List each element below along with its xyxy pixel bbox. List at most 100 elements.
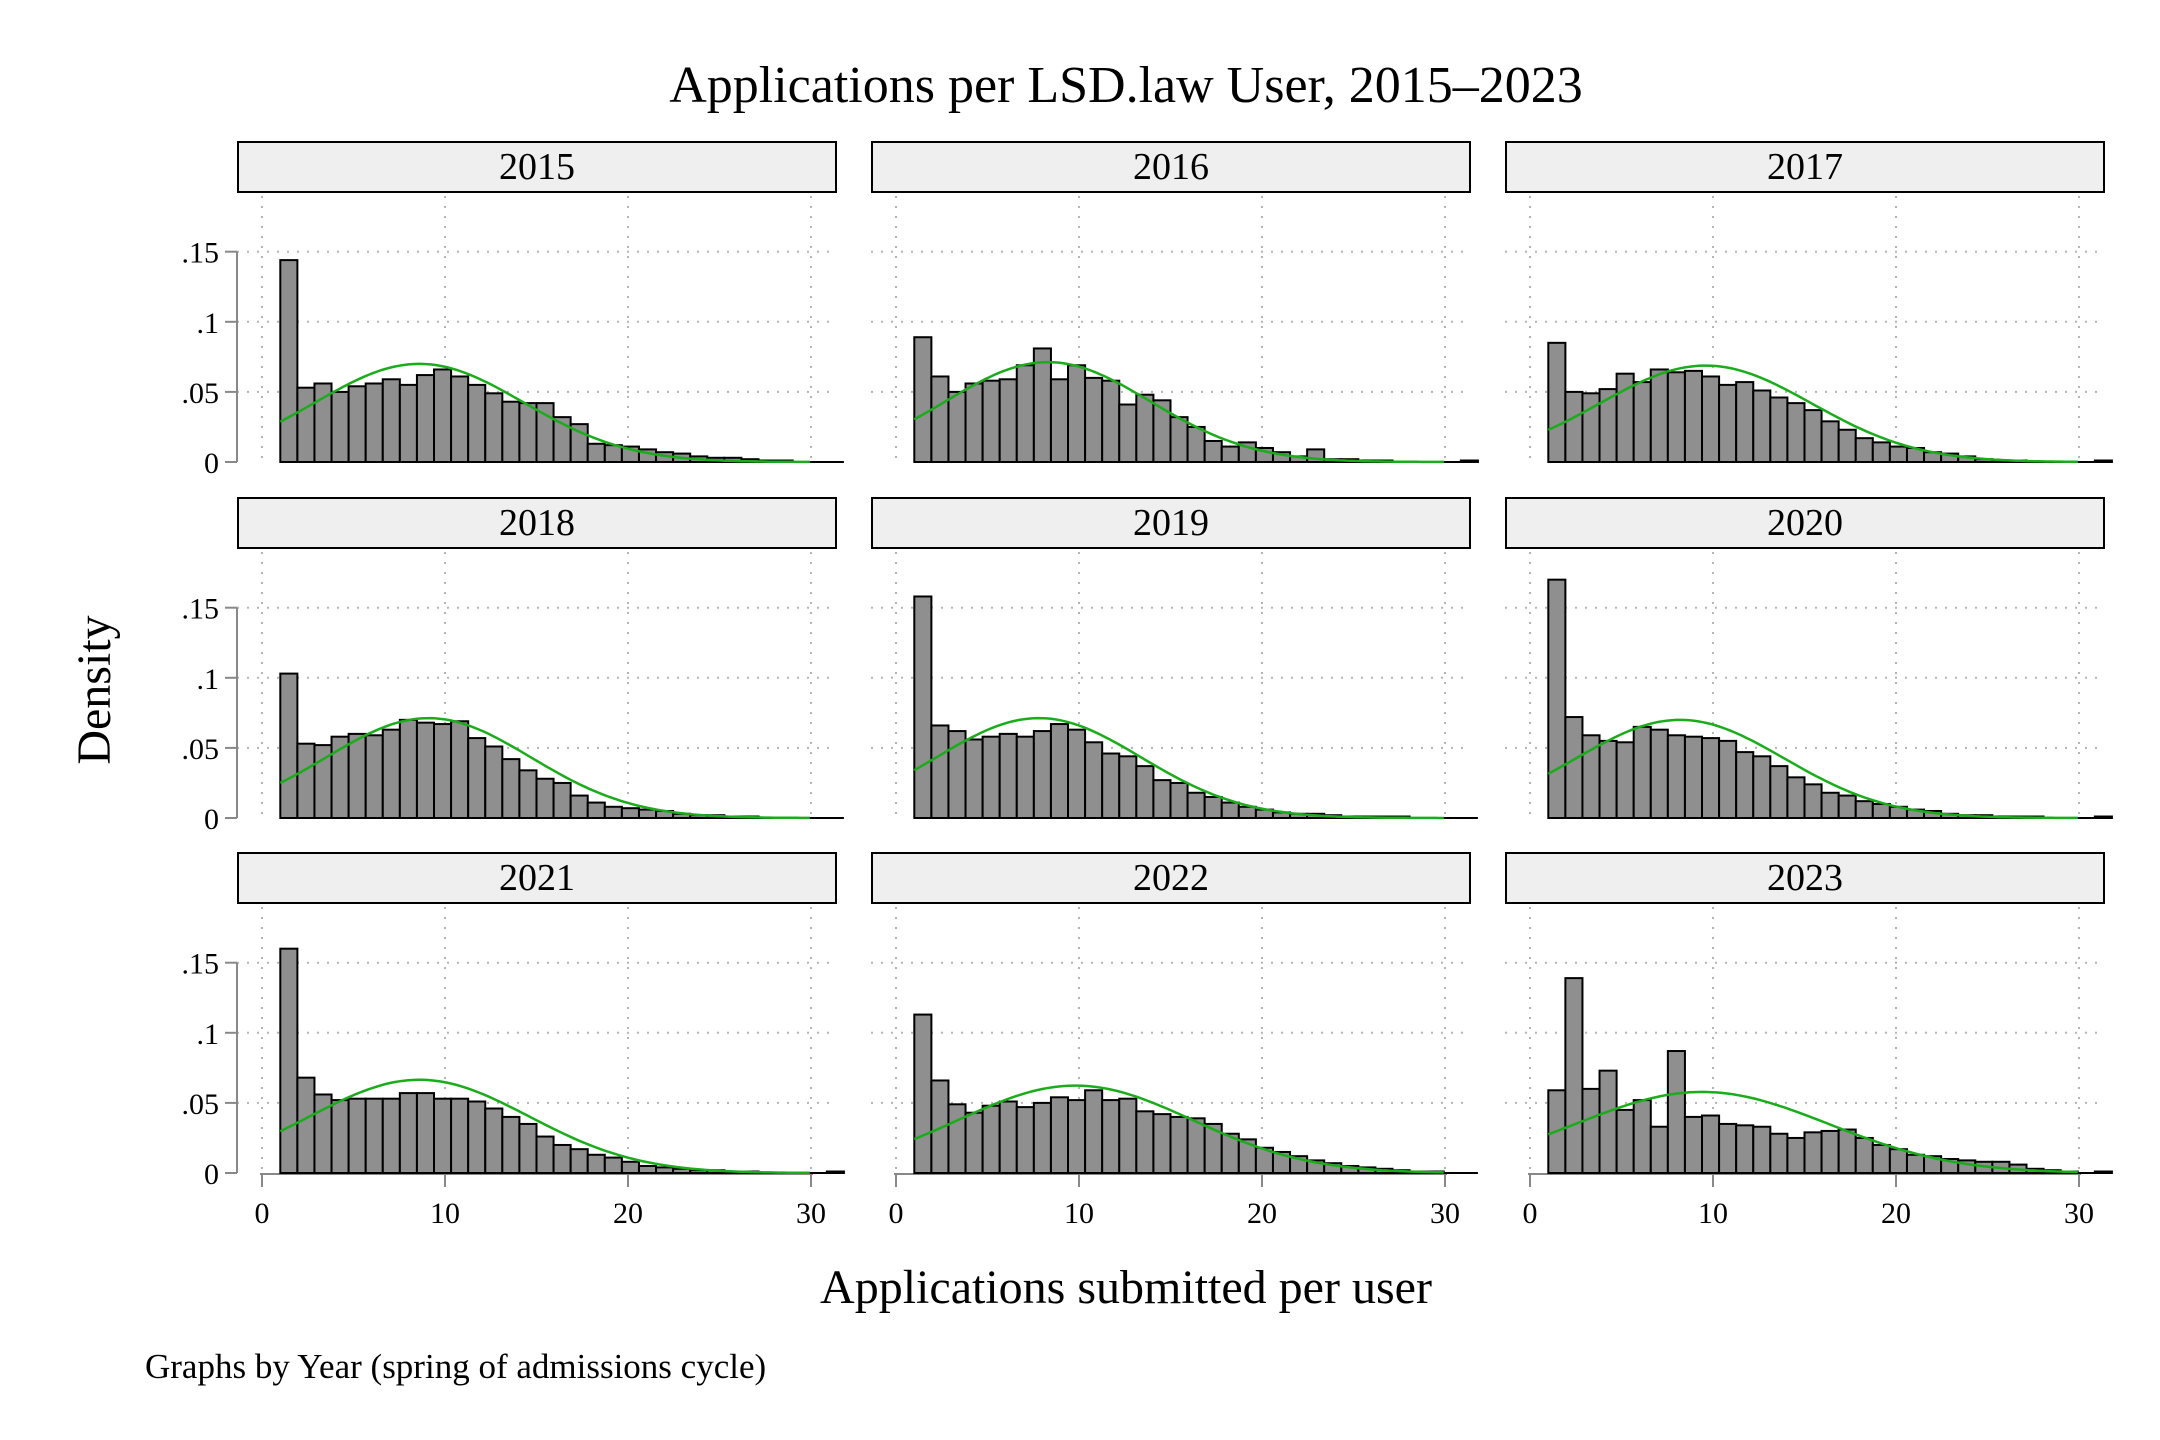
- histogram-bar: [398, 1092, 418, 1175]
- histogram-bar: [1752, 1125, 1772, 1175]
- x-tick-label: 0: [889, 1197, 904, 1230]
- histogram-bar: [1752, 389, 1772, 463]
- histogram-bar: [947, 1103, 967, 1174]
- y-tick-label: .1: [197, 663, 220, 696]
- histogram-bar: [981, 379, 1001, 463]
- normal-density-curve: [913, 360, 1444, 464]
- histogram-bar: [1169, 416, 1189, 463]
- histogram-bar: [1837, 1128, 1857, 1174]
- panel-header: [871, 497, 1471, 549]
- histogram-bar: [1581, 1087, 1601, 1175]
- histogram-bar: [586, 801, 606, 820]
- histogram-bar: [1032, 730, 1052, 819]
- histogram-bar: [1735, 381, 1755, 463]
- histogram-bar: [913, 336, 933, 463]
- histogram-bar: [1701, 375, 1721, 463]
- panel-2023: 2023 0 10 20 30: [1505, 852, 2113, 1230]
- panel-header-label: 2017: [1767, 146, 1843, 188]
- histogram-bar: [552, 1143, 572, 1174]
- histogram-bar: [1032, 1101, 1052, 1175]
- histogram-bar: [1701, 1114, 1721, 1174]
- histogram-bar: [1649, 1125, 1669, 1175]
- histogram-bar: [552, 781, 572, 820]
- histogram-bar: [296, 386, 316, 463]
- y-tick-label: .15: [182, 593, 220, 626]
- histogram-bar: [1067, 1099, 1087, 1174]
- histogram-bar: [1649, 728, 1669, 820]
- histogram-bar: [1683, 1115, 1704, 1175]
- histogram-bar: [1871, 441, 1891, 464]
- histogram-bar: [1820, 420, 1840, 464]
- y-tick-label: .15: [182, 237, 220, 270]
- panel-2018: 2018 0 .05 .1 .15: [182, 497, 844, 836]
- panel-header: [1505, 141, 2105, 193]
- histogram-bar: [1888, 445, 1908, 464]
- histogram-bar: [981, 735, 1001, 820]
- histogram-bar: [1769, 1132, 1789, 1175]
- y-axis-title: Density: [68, 615, 121, 764]
- y-tick-label: .15: [182, 948, 220, 981]
- histogram-bar: [1837, 794, 1857, 819]
- histogram-bar: [1820, 1129, 1840, 1174]
- histogram-bar: [1186, 791, 1206, 819]
- panel-header-label: 2021: [499, 857, 575, 899]
- histogram-bar: [1786, 1136, 1806, 1174]
- histogram-bar: [637, 1164, 658, 1174]
- panel-header-label: 2022: [1133, 857, 1209, 899]
- histogram-bar: [1237, 805, 1257, 819]
- y-tick-label: .05: [182, 377, 220, 410]
- normal-density-curve: [279, 716, 810, 820]
- histogram-bar: [433, 368, 453, 463]
- panel-2022: 2022 0 10 20 30: [871, 852, 1478, 1230]
- histogram-bars: [1547, 341, 2113, 464]
- histogram-bar: [1786, 402, 1806, 463]
- histogram-bar: [1220, 445, 1240, 464]
- histogram-bars: [913, 595, 1411, 820]
- histogram-bar: [1547, 578, 1567, 819]
- histogram-bar: [1135, 393, 1155, 464]
- panel-header-label: 2018: [499, 502, 575, 544]
- histogram-bar: [1632, 725, 1652, 819]
- histogram-bar: [998, 1100, 1018, 1175]
- histogram-bar: [484, 1107, 504, 1175]
- histogram-bar: [296, 742, 316, 819]
- histogram-bars: [913, 336, 1479, 464]
- histogram-bar: [1632, 1099, 1652, 1174]
- histogram-bar: [1152, 779, 1172, 819]
- histogram-bar: [1735, 1124, 1755, 1175]
- normal-density-curve: [279, 1078, 810, 1175]
- histogram-bar: [484, 745, 504, 819]
- histogram-bar: [1769, 765, 1789, 819]
- histogram-bar: [1615, 741, 1635, 819]
- histogram-bar: [364, 382, 384, 464]
- histogram-bar: [1015, 735, 1035, 820]
- histogram-bar: [1152, 1113, 1172, 1174]
- histogram-bar: [1101, 752, 1121, 819]
- histogram-bar: [398, 383, 418, 464]
- panel-2017: 2017: [1505, 141, 2113, 464]
- panel-header-label: 2023: [1767, 857, 1843, 899]
- histogram-bar: [1735, 751, 1755, 820]
- histogram-bar: [1564, 390, 1584, 463]
- histogram-bar: [415, 1092, 436, 1175]
- histogram-bar: [1701, 737, 1721, 819]
- histogram-bar: [930, 375, 950, 463]
- histogram-bar: [364, 734, 384, 819]
- histogram-bar: [1186, 1117, 1206, 1175]
- panel-2019: 2019: [871, 497, 1478, 820]
- histogram-bar: [1837, 428, 1857, 463]
- histogram-bar: [1186, 425, 1206, 464]
- histogram-bar: [1649, 368, 1669, 463]
- histogram-bar: [1049, 378, 1070, 464]
- histogram-bar: [1135, 1110, 1155, 1175]
- normal-density-curve: [279, 362, 810, 464]
- histogram-bar: [518, 1122, 538, 1175]
- histogram-bar: [415, 374, 436, 463]
- histogram-bar: [1169, 1115, 1189, 1175]
- histogram-bar: [1564, 716, 1584, 820]
- histogram-bar: [1632, 381, 1652, 463]
- panel-2015: 2015 0 .05 .1 .15: [182, 141, 844, 480]
- histogram-bar: [1118, 403, 1138, 464]
- x-tick-label: 10: [1698, 1197, 1728, 1230]
- panel-header-label: 2019: [1133, 502, 1209, 544]
